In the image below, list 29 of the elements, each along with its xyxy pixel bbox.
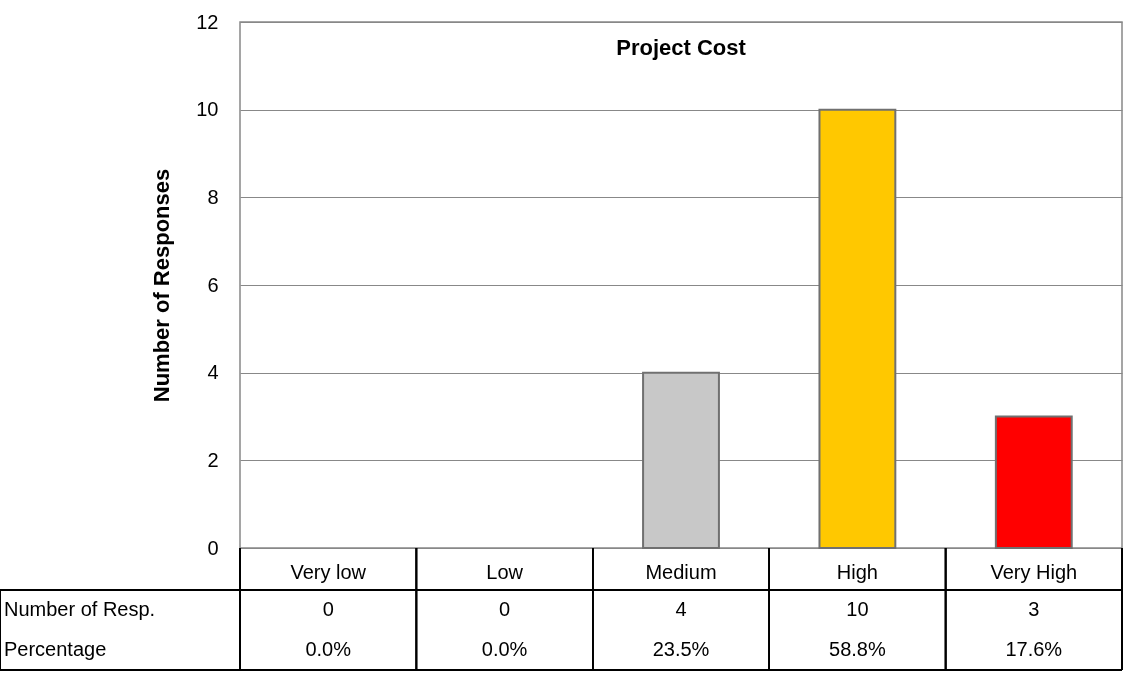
text: 58.8% — [829, 638, 886, 660]
y-tick-label: 6 — [207, 273, 219, 296]
x-tick-label: Medium — [645, 560, 717, 583]
data-label: 0 — [499, 598, 511, 620]
text: 23.5% — [652, 638, 710, 660]
text: Number of Resp. — [4, 598, 156, 620]
data-label: 4 — [675, 598, 687, 620]
x-tick-label: Low — [486, 560, 524, 583]
bar — [994, 415, 1073, 549]
text: Percentage — [4, 638, 107, 660]
y-tick-label: 2 — [207, 448, 219, 471]
x-tick-label: Very High — [990, 560, 1078, 583]
text: 17.6% — [1005, 638, 1063, 660]
y-axis-title: Number of Responses — [149, 168, 175, 403]
bar — [642, 371, 720, 549]
y-tick-label: 10 — [196, 98, 219, 121]
text: Project Cost — [616, 35, 747, 60]
bar — [818, 108, 897, 549]
y-tick-label: 4 — [207, 361, 219, 384]
y-tick-label: 8 — [207, 185, 219, 208]
data-label: 10 — [846, 598, 869, 620]
data-label: 0 — [322, 598, 334, 620]
text: 0.0% — [481, 638, 528, 660]
x-tick-label: Very low — [290, 560, 367, 583]
y-tick-label: 0 — [207, 536, 219, 559]
text: 0.0% — [305, 638, 352, 660]
y-tick-label: 12 — [196, 10, 219, 33]
data-label: 3 — [1028, 598, 1040, 620]
x-tick-label: High — [836, 560, 878, 583]
